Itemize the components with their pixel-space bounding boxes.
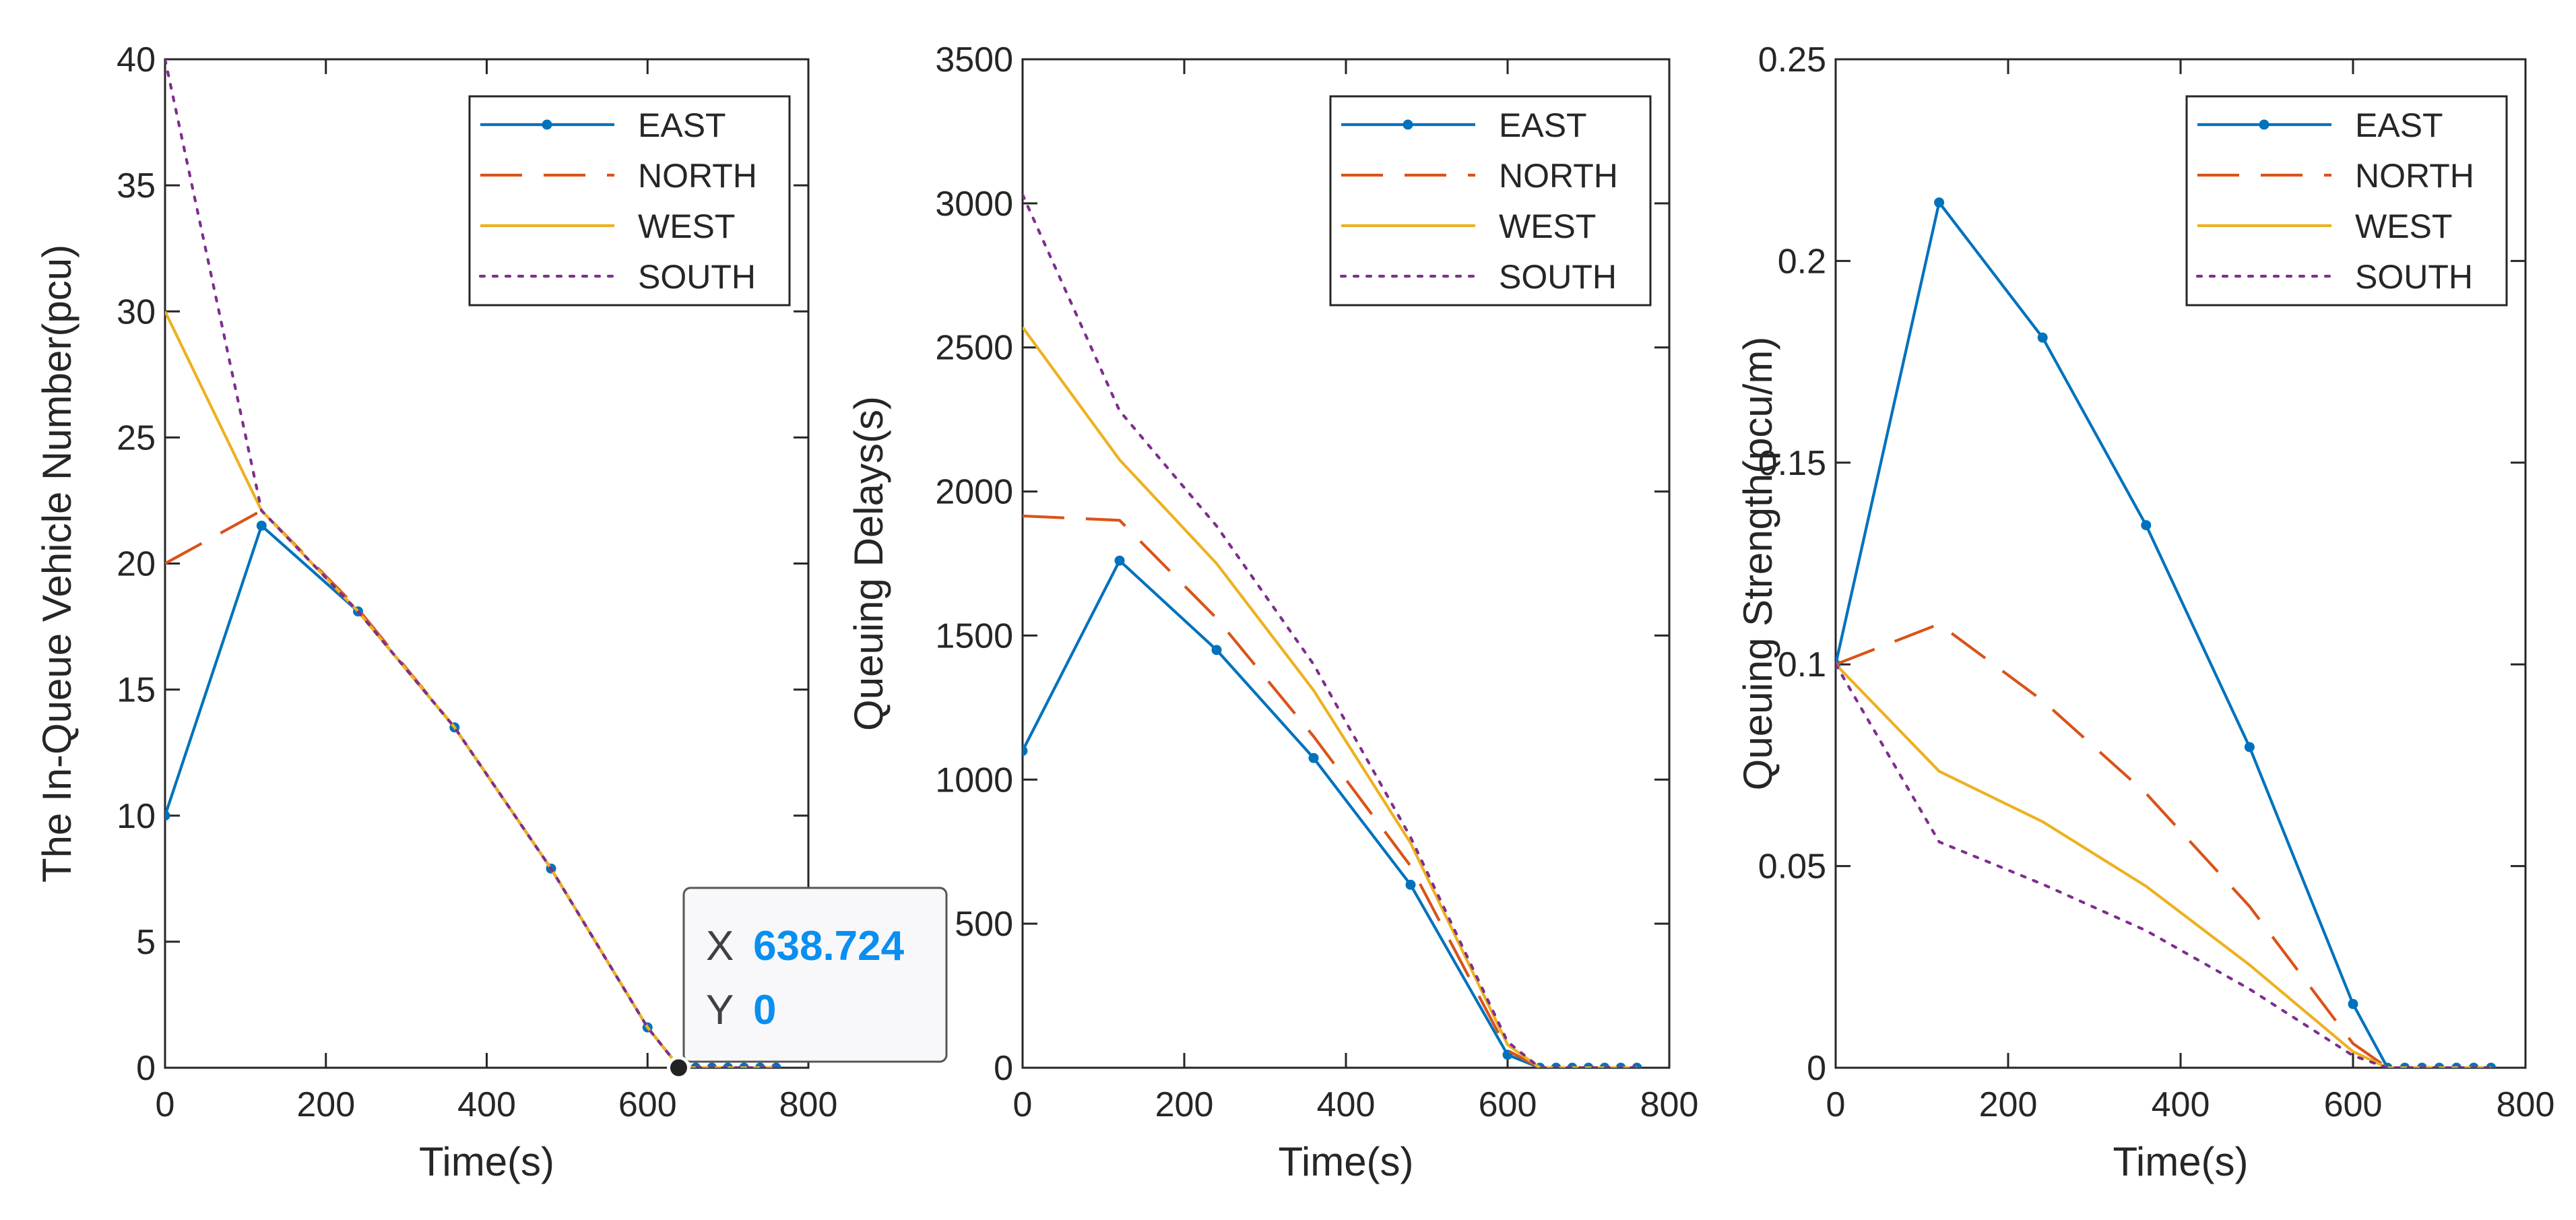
legend-label-south: SOUTH xyxy=(1499,258,1617,296)
x-tick-label: 800 xyxy=(2497,1085,2555,1124)
y-tick-label: 0.25 xyxy=(1758,40,1826,79)
y-axis-label: The In-Queue Vehicle Number(pcu) xyxy=(34,245,79,882)
plot-area xyxy=(1023,193,1642,1068)
y-tick-label: 1000 xyxy=(935,761,1013,800)
data-point-east xyxy=(2037,332,2048,343)
x-tick-label: 400 xyxy=(457,1085,516,1124)
plot-area xyxy=(1836,197,2497,1068)
data-point-east xyxy=(2244,742,2255,752)
y-tick-label: 3500 xyxy=(935,40,1013,79)
datatip-box[interactable] xyxy=(682,887,948,1063)
x-tick-label: 400 xyxy=(1317,1085,1376,1124)
y-tick-label: 25 xyxy=(117,418,156,457)
y-tick-label: 30 xyxy=(117,292,156,331)
y-tick-label: 0.2 xyxy=(1778,242,1826,281)
y-tick-label: 2500 xyxy=(935,329,1013,368)
legend-box xyxy=(1329,95,1652,307)
legend-label-east: EAST xyxy=(1499,106,1587,144)
legend: EAST NORTH WEST SOUTH xyxy=(1329,95,1652,307)
datatip-marker[interactable] xyxy=(666,1056,690,1080)
x-tick-label: 800 xyxy=(1640,1085,1699,1124)
datatip-x-value: 638.724 xyxy=(753,923,905,969)
x-tick-label: 0 xyxy=(1826,1085,1846,1124)
legend-label-north: NORTH xyxy=(638,157,757,195)
legend-label-north: NORTH xyxy=(1499,157,1618,195)
legend: EAST NORTH WEST SOUTH xyxy=(2185,95,2508,307)
datatip[interactable]: X 638.724 Y 0 xyxy=(666,887,948,1080)
data-point-east xyxy=(256,520,267,531)
legend-label-west: WEST xyxy=(1499,207,1596,245)
legend: EAST NORTH WEST SOUTH xyxy=(468,95,791,307)
y-tick-label: 0.1 xyxy=(1778,645,1826,684)
x-tick-label: 600 xyxy=(1479,1085,1537,1124)
legend-box xyxy=(2185,95,2508,307)
y-tick-label: 10 xyxy=(117,797,156,836)
datatip-x-label: X xyxy=(706,923,734,969)
data-point-east xyxy=(2141,520,2152,531)
series-line-west xyxy=(1836,663,2491,1068)
series-line-west xyxy=(1023,326,1637,1068)
legend-marker-east xyxy=(1403,119,1413,130)
data-point-east xyxy=(1405,879,1416,890)
legend-label-south: SOUTH xyxy=(638,258,756,296)
x-tick-label: 800 xyxy=(779,1085,838,1124)
y-tick-label: 0 xyxy=(136,1049,156,1088)
series-line-south xyxy=(1023,193,1639,1068)
data-point-east xyxy=(1023,746,1028,757)
y-axis-label: Queuing Strength(pcu/m) xyxy=(1735,337,1780,791)
y-tick-label: 3000 xyxy=(935,185,1013,224)
y-tick-label: 40 xyxy=(117,40,156,79)
data-point-east xyxy=(2348,998,2358,1009)
y-tick-label: 0.15 xyxy=(1758,444,1826,483)
y-axis-label: Queuing Delays(s) xyxy=(846,396,891,731)
y-tick-label: 500 xyxy=(955,905,1013,944)
y-tick-label: 0.05 xyxy=(1758,847,1826,887)
x-tick-label: 600 xyxy=(2324,1085,2383,1124)
y-tick-label: 0 xyxy=(1807,1049,1826,1088)
x-tick-label: 0 xyxy=(1013,1085,1033,1124)
subplot-1: 0 200 400 600 800 0 5 10 15 20 25 30 35 40 Time(s) The … xyxy=(34,40,837,1184)
x-tick-label: 0 xyxy=(156,1085,175,1124)
data-point-east xyxy=(1934,197,1945,208)
x-tick-label: 200 xyxy=(296,1085,355,1124)
x-tick-label: 200 xyxy=(1979,1085,2038,1124)
legend-marker-east xyxy=(542,119,552,130)
legend-label-east: EAST xyxy=(2355,106,2443,144)
legend-label-west: WEST xyxy=(638,207,735,245)
subplot-3: 0 200 400 600 800 0 0.05 0.1 0.15 0.2 0.25 Time(s) Q… xyxy=(1735,40,2554,1184)
legend-label-east: EAST xyxy=(638,106,726,144)
series-line-south xyxy=(165,59,778,1068)
legend-box xyxy=(468,95,791,307)
y-tick-label: 2000 xyxy=(935,473,1013,512)
data-point-east xyxy=(1308,752,1319,763)
y-tick-label: 0 xyxy=(994,1049,1013,1088)
x-tick-label: 600 xyxy=(618,1085,677,1124)
legend-label-south: SOUTH xyxy=(2355,258,2473,296)
x-axis-label: Time(s) xyxy=(1278,1139,1413,1184)
x-axis-label: Time(s) xyxy=(2113,1139,2248,1184)
data-point-east xyxy=(1211,645,1222,655)
legend-marker-east xyxy=(2259,119,2269,130)
y-tick-label: 35 xyxy=(117,166,156,205)
y-tick-label: 5 xyxy=(136,923,156,962)
y-tick-label: 15 xyxy=(117,671,156,710)
legend-label-north: NORTH xyxy=(2355,157,2474,195)
x-tick-label: 200 xyxy=(1155,1085,1214,1124)
datatip-y-value: 0 xyxy=(753,987,776,1033)
x-axis-label: Time(s) xyxy=(419,1139,554,1184)
x-tick-label: 400 xyxy=(2152,1085,2210,1124)
y-tick-label: 20 xyxy=(117,545,156,584)
data-point-east xyxy=(1114,555,1125,566)
data-point-east xyxy=(165,810,170,821)
y-tick-label: 1500 xyxy=(935,616,1013,655)
datatip-y-label: Y xyxy=(706,987,734,1033)
subplot-2: 0 200 400 600 800 0 500 1000 1500 2000 2500 3000 350… xyxy=(846,40,1698,1184)
legend-label-west: WEST xyxy=(2355,207,2452,245)
